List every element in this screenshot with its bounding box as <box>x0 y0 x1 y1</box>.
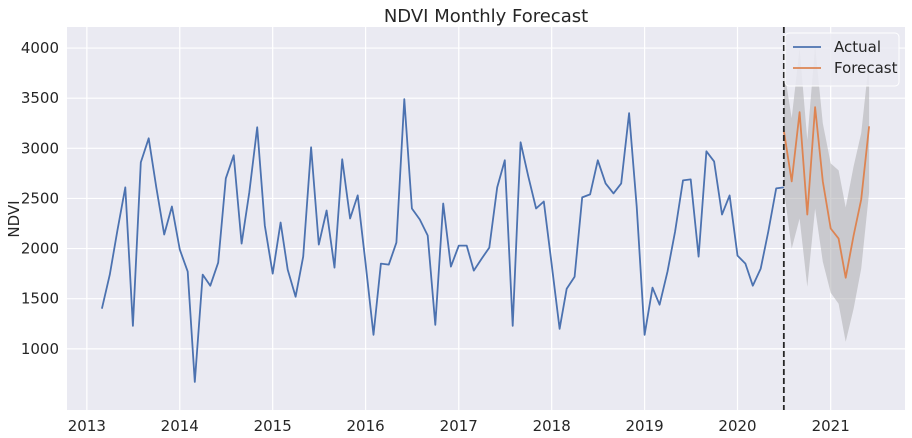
y-tick-label: 3500 <box>21 89 59 107</box>
y-tick-label: 1500 <box>21 290 59 308</box>
x-tick-label: 2020 <box>718 417 756 435</box>
grid-lines <box>67 27 905 410</box>
x-axis-ticks: 2013 2014 2015 2016 2017 2018 2019 2020 2021 <box>68 417 850 435</box>
y-tick-label: 4000 <box>21 39 59 57</box>
x-tick-label: 2021 <box>812 417 850 435</box>
y-axis-label: NDVI <box>5 200 23 237</box>
y-tick-label: 2000 <box>21 240 59 258</box>
y-tick-label: 2500 <box>21 189 59 207</box>
y-tick-label: 3000 <box>21 139 59 157</box>
plot-background <box>67 27 905 410</box>
y-tick-label: 1000 <box>21 340 59 358</box>
legend: Actual Forecast <box>784 32 900 87</box>
series-line-forecast <box>782 106 870 279</box>
chart-title: NDVI Monthly Forecast <box>384 6 588 27</box>
series-line-actual <box>101 98 784 383</box>
series-lines <box>101 98 870 383</box>
x-tick-label: 2017 <box>440 417 478 435</box>
x-tick-label: 2013 <box>68 417 106 435</box>
x-tick-label: 2015 <box>254 417 292 435</box>
y-axis-ticks: 1000 1500 2000 2500 3000 3500 4000 <box>21 39 59 358</box>
x-tick-label: 2019 <box>625 417 663 435</box>
x-tick-label: 2018 <box>533 417 571 435</box>
x-tick-label: 2016 <box>347 417 385 435</box>
legend-label: Actual <box>834 38 881 56</box>
x-tick-label: 2014 <box>161 417 199 435</box>
legend-label: Forecast <box>834 59 898 77</box>
